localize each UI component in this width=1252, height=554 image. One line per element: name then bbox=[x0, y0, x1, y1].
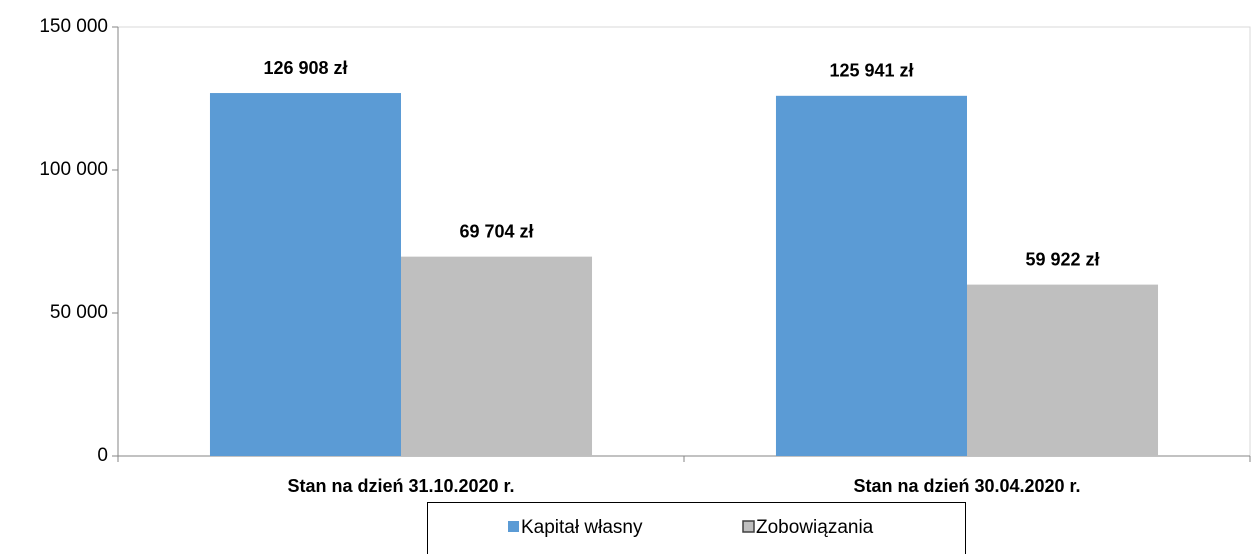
value-label: 69 704 zł bbox=[459, 221, 533, 241]
legend-swatch bbox=[508, 521, 519, 532]
bar bbox=[775, 95, 967, 456]
bar bbox=[967, 284, 1159, 456]
y-tick-label: 0 bbox=[97, 445, 108, 466]
value-label: 125 941 zł bbox=[829, 61, 913, 81]
bar bbox=[209, 93, 401, 456]
legend-swatch bbox=[742, 520, 755, 533]
value-label: 126 908 zł bbox=[263, 58, 347, 78]
x-tick-label: Stan na dzień 31.10.2020 r. bbox=[287, 476, 514, 496]
legend-label: Kapitał własny bbox=[521, 517, 643, 538]
legend-label: Zobowiązania bbox=[756, 517, 874, 538]
bar bbox=[401, 256, 593, 456]
x-tick-label: Stan na dzień 30.04.2020 r. bbox=[853, 476, 1080, 496]
y-tick-label: 150 000 bbox=[39, 16, 108, 37]
y-tick-label: 50 000 bbox=[50, 302, 108, 323]
y-tick-label: 100 000 bbox=[39, 159, 108, 180]
value-label: 59 922 zł bbox=[1025, 249, 1099, 269]
